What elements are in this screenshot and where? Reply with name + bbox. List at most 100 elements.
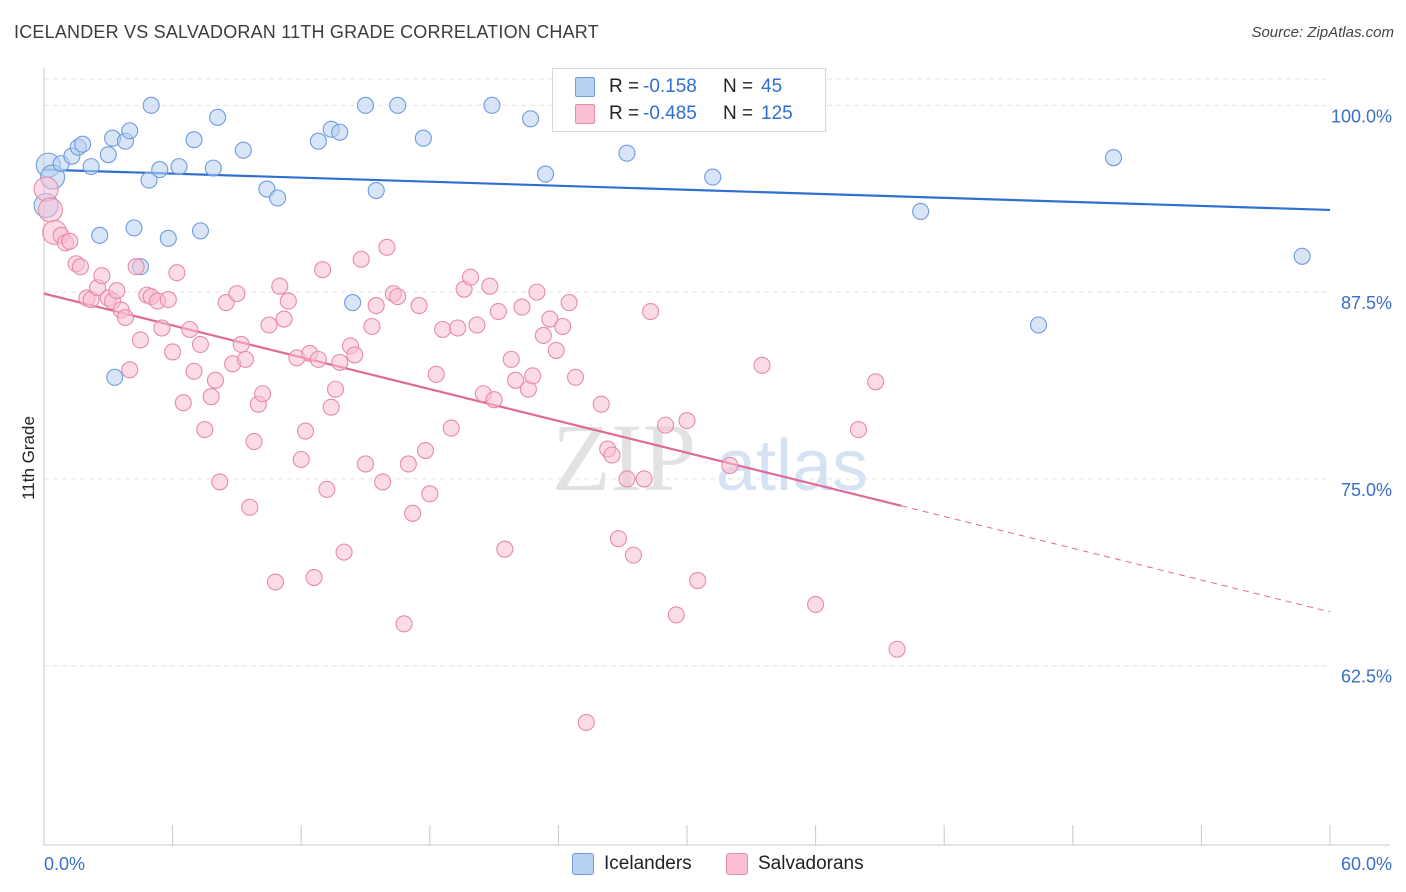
legend-n-value: 125	[761, 103, 793, 124]
correlation-legend: R = -0.158 N = 45 R = -0.485 N = 125	[552, 68, 826, 132]
point-icelanders	[151, 161, 169, 179]
point-salvadorans	[434, 320, 452, 339]
point-salvadorans	[541, 310, 559, 328]
point-salvadorans	[481, 277, 499, 295]
point-icelanders	[159, 229, 177, 247]
point-icelanders	[356, 96, 375, 114]
point-salvadorans	[121, 361, 139, 379]
tick-labels: 100.0% 87.5% 75.0% 62.5% 0.0% 60.0%	[44, 106, 1392, 874]
chart-title: ICELANDER VS SALVADORAN 11TH GRADE CORRE…	[14, 22, 599, 42]
point-salvadorans	[228, 285, 246, 303]
legend-n-label: N =	[723, 103, 754, 124]
point-salvadorans	[168, 264, 186, 282]
point-salvadorans	[108, 282, 126, 300]
point-salvadorans	[642, 303, 660, 321]
trend-lines	[43, 168, 1331, 613]
point-salvadorans	[174, 394, 192, 412]
point-salvadorans	[202, 388, 220, 406]
point-salvadorans	[266, 573, 285, 591]
bottom-legend-icelanders: Icelanders	[572, 852, 692, 876]
legend-swatch-icelanders	[575, 77, 595, 97]
y-tick-label: 87.5%	[1341, 293, 1392, 313]
point-icelanders	[269, 189, 287, 207]
point-icelanders	[121, 122, 139, 140]
point-salvadorans	[326, 380, 345, 398]
point-icelanders	[389, 96, 407, 114]
point-salvadorans	[71, 258, 89, 276]
legend-n-label: N =	[723, 76, 754, 97]
point-icelanders	[367, 181, 385, 200]
point-icelanders	[82, 158, 100, 176]
point-salvadorans	[867, 373, 885, 391]
point-salvadorans	[322, 398, 340, 416]
point-salvadorans	[410, 297, 428, 315]
x-tick-label: 0.0%	[44, 854, 85, 874]
point-icelanders	[618, 144, 636, 162]
point-salvadorans	[279, 292, 297, 310]
point-salvadorans	[37, 197, 63, 223]
point-salvadorans	[260, 316, 278, 334]
point-icelanders	[191, 222, 210, 240]
legend-r-label: R =	[609, 103, 640, 124]
point-icelanders	[74, 135, 92, 153]
point-salvadorans	[496, 540, 514, 558]
point-salvadorans	[181, 320, 199, 339]
point-salvadorans	[421, 485, 439, 503]
legend-row-salvadorans: R = -0.485 N = 125	[575, 102, 793, 126]
point-salvadorans	[635, 470, 653, 488]
point-salvadorans	[524, 367, 542, 385]
bottom-legend-swatch-icelanders	[572, 853, 594, 875]
y-tick-label: 100.0%	[1331, 106, 1392, 126]
point-icelanders	[99, 146, 117, 164]
point-salvadorans	[489, 303, 507, 321]
point-salvadorans	[116, 308, 134, 327]
y-axis-label: 11th Grade	[19, 416, 38, 500]
point-salvadorans	[335, 543, 353, 561]
point-salvadorans	[395, 615, 413, 633]
point-salvadorans	[378, 238, 396, 256]
legend-r-value: -0.158	[643, 76, 697, 97]
point-salvadorans	[807, 595, 825, 613]
point-salvadorans	[275, 310, 293, 328]
point-salvadorans	[667, 606, 685, 624]
point-salvadorans	[618, 470, 636, 488]
point-salvadorans	[485, 391, 503, 409]
point-salvadorans	[33, 176, 59, 202]
point-salvadorans	[196, 421, 214, 439]
bottom-legend-swatch-salvadorans	[726, 853, 748, 875]
point-icelanders	[125, 219, 143, 237]
point-salvadorans	[305, 568, 323, 587]
point-salvadorans	[211, 473, 229, 491]
point-salvadorans	[61, 232, 79, 250]
point-salvadorans	[292, 450, 310, 469]
point-salvadorans	[502, 350, 520, 368]
point-icelanders	[170, 158, 188, 176]
legend-swatch-salvadorans	[575, 104, 595, 124]
y-tick-label: 62.5%	[1341, 667, 1392, 687]
point-salvadorans	[416, 441, 435, 460]
point-salvadorans	[624, 546, 642, 564]
legend-r-value: -0.485	[643, 103, 697, 124]
point-salvadorans	[560, 294, 578, 312]
point-salvadorans	[232, 335, 250, 353]
data-points	[33, 96, 1311, 732]
point-salvadorans	[657, 416, 675, 434]
point-icelanders	[1104, 149, 1123, 167]
point-salvadorans	[318, 480, 336, 498]
point-salvadorans	[164, 343, 182, 361]
point-icelanders	[140, 171, 158, 189]
point-salvadorans	[309, 350, 327, 368]
bottom-legend-label-salvadorans: Salvadorans	[758, 853, 864, 874]
point-salvadorans	[389, 288, 407, 306]
point-icelanders	[414, 129, 432, 147]
point-salvadorans	[534, 326, 552, 345]
point-salvadorans	[547, 341, 565, 359]
point-salvadorans	[442, 419, 460, 437]
point-icelanders	[521, 110, 540, 128]
point-salvadorans	[367, 297, 385, 315]
point-salvadorans	[566, 368, 585, 386]
point-salvadorans	[241, 498, 259, 516]
source-label: Source: ZipAtlas.com	[1251, 24, 1394, 41]
point-icelanders	[204, 159, 222, 177]
